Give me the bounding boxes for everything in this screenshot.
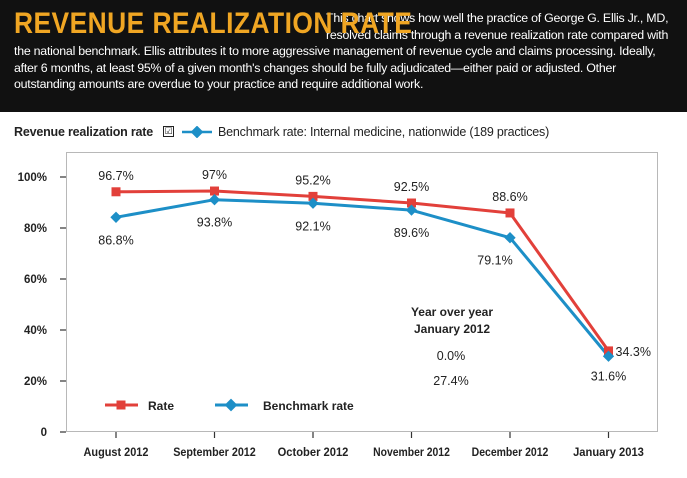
series-line-benchmark	[115, 198, 610, 358]
benchmark-data-label: 92.1%	[295, 219, 330, 233]
rate-point	[308, 191, 318, 201]
annotation-benchmark-value: 27.4%	[433, 374, 468, 388]
rate-data-label: 34.3%	[616, 345, 651, 359]
benchmark-point	[602, 350, 615, 362]
benchmark-data-label: 86.8%	[98, 233, 133, 247]
rate-data-label: 95.2%	[295, 173, 330, 187]
rate-data-label: 97%	[202, 168, 227, 182]
benchmark-data-label: 31.6%	[591, 369, 626, 383]
annotation-title-line2: January 2012	[414, 322, 490, 336]
y-tick-label: 60%	[24, 274, 47, 286]
legend-rate-label: Rate	[148, 399, 174, 413]
y-tick-label: 100%	[18, 172, 47, 184]
rate-point	[505, 208, 515, 218]
legend-rate-marker	[116, 400, 126, 410]
legend-primary-label: Revenue realization rate	[14, 125, 154, 139]
x-tick-label: January 2013	[573, 445, 644, 459]
header-text: REVENUE REALIZATION RATE This chart shows…	[14, 9, 673, 93]
x-tick-label: December 2012	[472, 445, 549, 459]
y-tick-label: 80%	[24, 223, 47, 235]
x-tick-label: August 2012	[84, 445, 149, 459]
rate-point	[210, 186, 219, 196]
header-banner: REVENUE REALIZATION RATE This chart shows…	[0, 0, 687, 112]
benchmark-point	[405, 204, 418, 216]
top-legend: Revenue realization rate ☑ Benchmark rat…	[14, 123, 549, 141]
rate-data-label: 92.5%	[394, 180, 429, 194]
series-line-rate	[115, 189, 610, 352]
legend-benchmark-label: Benchmark rate	[263, 399, 354, 413]
benchmark-data-label: 79.1%	[477, 254, 512, 268]
benchmark-point	[110, 211, 122, 223]
rate-point	[407, 198, 416, 208]
y-tick-label: 20%	[24, 376, 47, 388]
benchmark-line-icon	[182, 126, 213, 138]
x-tick-label: November 2012	[373, 445, 450, 459]
benchmark-data-label: 93.8%	[197, 216, 232, 230]
rate-data-label: 88.6%	[492, 190, 527, 204]
benchmark-point	[307, 197, 319, 209]
legend-benchmark-label: Benchmark rate: Internal medicine, natio…	[218, 125, 550, 139]
annotation-title-line1: Year over year	[411, 305, 493, 319]
y-tick-label: 40%	[24, 325, 47, 337]
legend-benchmark-marker	[224, 398, 238, 412]
benchmark-data-label: 89.6%	[394, 226, 429, 240]
checkbox-icon: ☑	[163, 125, 175, 137]
benchmark-point	[504, 232, 516, 244]
rate-data-label: 96.7%	[98, 169, 133, 183]
x-tick-label: September 2012	[173, 445, 256, 459]
y-tick-label: 0	[41, 427, 47, 439]
annotation-rate-value: 0.0%	[437, 349, 466, 363]
rate-point	[111, 187, 121, 197]
x-tick-label: October 2012	[278, 445, 349, 459]
chart-description: This chart shows how well the practice o…	[14, 11, 669, 91]
benchmark-point	[208, 194, 221, 206]
